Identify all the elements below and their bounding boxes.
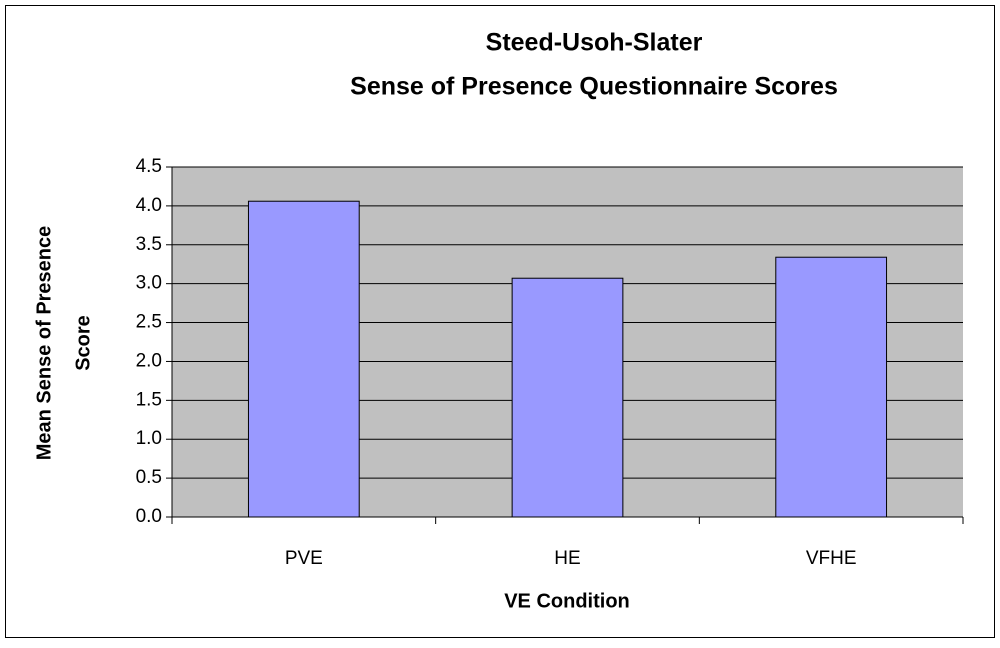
y-tick-label: 2.0: [136, 350, 162, 371]
y-tick-label: 0.5: [136, 467, 162, 488]
y-tick-label: 1.0: [136, 428, 162, 449]
x-tick-label: PVE: [285, 548, 323, 569]
bar: [247, 200, 360, 518]
chart-title: Steed-Usoh-Slater: [486, 29, 703, 57]
y-axis-label: Score: [72, 315, 94, 371]
y-tick-label: 4.0: [136, 195, 162, 216]
y-tick-label: 0.0: [136, 506, 162, 527]
bar: [511, 277, 624, 518]
y-axis-label: Mean Sense of Presence: [33, 226, 55, 461]
y-tick-label: 1.5: [136, 389, 162, 410]
bar: [775, 256, 888, 518]
x-axis-label: VE Condition: [504, 590, 630, 612]
y-tick-label: 4.5: [136, 156, 162, 177]
y-tick-label: 3.5: [136, 234, 162, 255]
y-tick-label: 3.0: [136, 273, 162, 294]
chart-title: Sense of Presence Questionnaire Scores: [350, 73, 838, 101]
x-tick-label: HE: [554, 548, 580, 569]
y-tick-label: 2.5: [136, 312, 162, 333]
x-tick-label: VFHE: [806, 548, 857, 569]
